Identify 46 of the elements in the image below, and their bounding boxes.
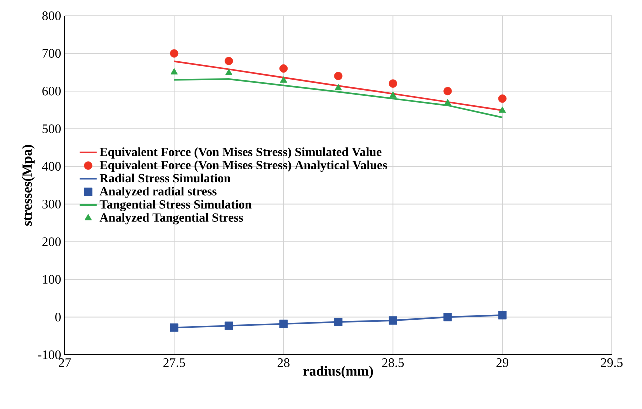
x-tick-label: 28: [278, 358, 290, 368]
point: [225, 69, 233, 76]
point: [498, 311, 507, 320]
x-tick-label: 28.5: [382, 358, 404, 368]
x-tick-label: 29.5: [601, 358, 623, 368]
legend-label: Equivalent Force (Von Mises Stress) Analytical Values: [100, 160, 388, 172]
y-tick-label: 500: [42, 124, 61, 134]
point: [334, 84, 342, 91]
line-series: [174, 78, 504, 119]
point: [498, 106, 506, 114]
y-tick-label: 700: [42, 49, 61, 58]
point: [444, 87, 452, 96]
legend-label: Analyzed Tangential Stress: [100, 213, 244, 225]
point: [170, 324, 179, 332]
y-tick-label: 800: [42, 12, 61, 20]
y-tick-label: 0: [56, 312, 61, 322]
legend-label: Radial Stress Simulation: [100, 174, 231, 183]
y-tick-label: -100: [38, 350, 61, 360]
y-tick-label: 600: [42, 86, 61, 96]
legend-label: Analyzed radial stress: [100, 186, 217, 198]
y-axis-title: stresses(Mpa): [22, 145, 35, 226]
x-tick-label: 27.5: [164, 358, 186, 368]
point: [389, 316, 398, 325]
point: [224, 57, 234, 66]
point: [444, 99, 452, 106]
point: [390, 92, 397, 98]
point: [170, 49, 179, 58]
point: [224, 322, 234, 330]
point: [170, 68, 178, 75]
point: [280, 76, 288, 83]
point: [334, 72, 343, 80]
point: [444, 313, 452, 322]
legend-label: Tangential Stress Simulation: [100, 200, 252, 212]
legend-label: Equivalent Force (Von Mises Stress) Simulated Value: [100, 148, 382, 159]
y-tick-label: 200: [42, 238, 61, 246]
point: [280, 64, 288, 73]
x-axis-title: radius(mm): [304, 366, 374, 379]
y-tick-label: 100: [43, 275, 61, 284]
y-tick-label: 400: [42, 162, 61, 172]
y-tick-label: 300: [42, 200, 61, 209]
point: [389, 80, 398, 88]
point: [334, 318, 343, 326]
x-tick-label: 27: [59, 358, 72, 368]
point: [280, 320, 288, 328]
point: [498, 94, 507, 104]
x-tick-label: 29: [496, 358, 509, 368]
